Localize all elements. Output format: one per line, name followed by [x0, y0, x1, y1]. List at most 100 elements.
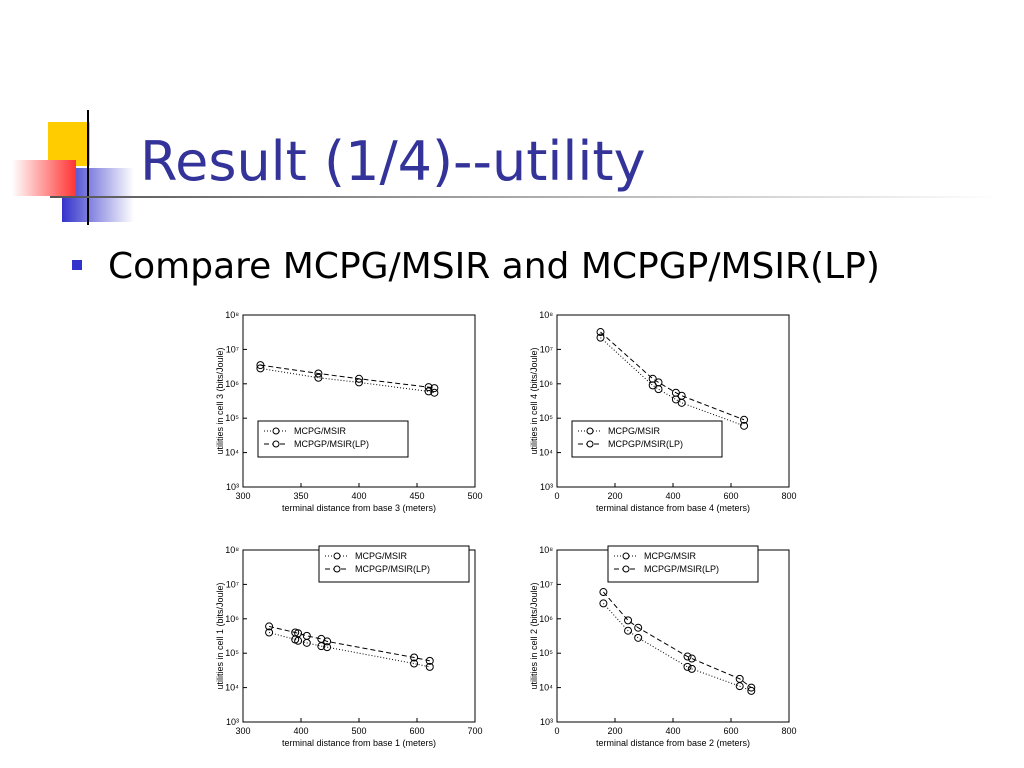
- y-tick-label: 10⁶: [539, 379, 553, 389]
- y-tick-label: 10⁵: [225, 413, 239, 423]
- point: [410, 653, 419, 662]
- y-tick-label: 10⁶: [539, 614, 553, 624]
- x-tick-label: 300: [235, 491, 250, 501]
- point: [654, 385, 663, 394]
- point: [599, 599, 608, 608]
- x-tick-label: 350: [293, 491, 308, 501]
- legend: MCPG/MSIR MCPGP/MSIR(LP): [257, 420, 409, 458]
- y-tick-label: 10⁴: [225, 448, 239, 458]
- legend-label: MCPGP/MSIR(LP): [355, 564, 430, 574]
- point: [323, 643, 332, 652]
- point: [677, 391, 686, 400]
- y-tick-label: 10⁴: [225, 683, 239, 693]
- y-tick-label: 10⁷: [540, 344, 553, 354]
- point: [265, 628, 274, 637]
- point: [677, 398, 686, 407]
- y-axis-label: utilities in cell 4 (bits/Joule): [529, 347, 539, 454]
- x-tick-label: 700: [467, 726, 482, 736]
- chart: 0 200 400 600 800 10³ 10⁴ 10⁵ 10⁶ 10⁷ 10⁸ terminal …: [529, 545, 797, 748]
- point: [634, 633, 643, 642]
- y-tick-label: 10⁷: [226, 579, 239, 589]
- y-tick-label: 10⁷: [540, 579, 553, 589]
- legend-label: MCPG/MSIR: [355, 551, 408, 561]
- y-tick-label: 10⁸: [225, 310, 239, 320]
- x-axis-label: terminal distance from base 4 (meters): [596, 503, 750, 513]
- x-tick-label: 0: [554, 726, 559, 736]
- series-line: [260, 364, 435, 389]
- y-tick-label: 10⁴: [539, 448, 553, 458]
- point: [683, 652, 692, 661]
- point: [355, 374, 363, 383]
- legend-label: MCPGP/MSIR(LP): [608, 439, 683, 449]
- x-axis-label: terminal distance from base 3 (meters): [282, 503, 436, 513]
- legend-marker: [272, 440, 280, 448]
- legend-marker: [622, 565, 630, 573]
- x-tick-label: 600: [723, 491, 738, 501]
- y-axis-label: utilities in cell 3 (bits/Joule): [215, 347, 225, 454]
- point: [747, 683, 756, 692]
- y-axis-label: utilities in cell 2 (bits/Joule): [529, 582, 539, 689]
- x-tick-label: 200: [607, 491, 622, 501]
- y-tick-label: 10⁶: [225, 379, 239, 389]
- deco-hline: [50, 196, 1000, 198]
- point: [430, 388, 439, 397]
- legend-label: MCPGP/MSIR(LP): [294, 439, 369, 449]
- legend-box: [257, 420, 409, 458]
- x-axis-label: terminal distance from base 1 (meters): [282, 738, 436, 748]
- series-line: [260, 367, 435, 394]
- point: [683, 662, 692, 671]
- y-tick-label: 10⁸: [539, 310, 553, 320]
- y-tick-label: 10⁷: [226, 344, 239, 354]
- legend: MCPG/MSIR MCPGP/MSIR(LP): [607, 545, 759, 583]
- y-tick-label: 10⁵: [539, 413, 553, 423]
- bullet-text: Compare MCPG/MSIR and MCPGP/MSIR(LP): [108, 246, 880, 287]
- y-tick-label: 10⁶: [225, 614, 239, 624]
- y-tick-label: 10⁸: [225, 545, 239, 555]
- deco-yellow: [48, 122, 90, 166]
- legend-label: MCPG/MSIR: [644, 551, 697, 561]
- legend-label: MCPG/MSIR: [294, 426, 347, 436]
- x-tick-label: 0: [554, 491, 559, 501]
- point: [740, 415, 749, 424]
- x-tick-label: 500: [467, 491, 482, 501]
- point: [265, 622, 274, 631]
- point: [596, 328, 605, 337]
- series-line: [268, 625, 430, 662]
- point: [624, 626, 633, 635]
- legend: MCPG/MSIR MCPGP/MSIR(LP): [318, 545, 470, 583]
- point: [596, 333, 605, 342]
- legend-label: MCPG/MSIR: [608, 426, 661, 436]
- y-tick-label: 10³: [226, 717, 239, 727]
- legend-marker: [333, 565, 341, 573]
- point: [294, 629, 303, 638]
- legend-marker: [272, 427, 280, 435]
- plot-frame: [242, 314, 476, 488]
- legend-marker: [586, 427, 594, 435]
- series-line: [600, 337, 745, 427]
- point: [430, 384, 439, 393]
- slide-title: Result (1/4)--utility: [140, 130, 646, 193]
- y-tick-label: 10⁵: [225, 648, 239, 658]
- x-tick-label: 500: [351, 726, 366, 736]
- legend-box: [571, 420, 723, 458]
- x-tick-label: 400: [293, 726, 308, 736]
- point: [654, 378, 663, 387]
- point: [294, 636, 303, 645]
- x-axis-label: terminal distance from base 2 (meters): [596, 738, 750, 748]
- y-tick-label: 10³: [540, 717, 553, 727]
- deco-red: [12, 160, 76, 196]
- x-tick-label: 300: [235, 726, 250, 736]
- y-tick-label: 10⁴: [539, 683, 553, 693]
- bullet-marker: [72, 260, 82, 270]
- x-tick-label: 800: [781, 726, 796, 736]
- chart: 300 350 400 450 500 10³ 10⁴ 10⁵ 10⁶ 10⁷ 10⁸ termina…: [215, 310, 483, 513]
- series-line: [603, 591, 752, 688]
- x-tick-label: 600: [723, 726, 738, 736]
- y-tick-label: 10⁸: [539, 545, 553, 555]
- legend-box: [607, 545, 759, 583]
- legend-marker: [333, 552, 341, 560]
- point: [634, 623, 643, 632]
- point: [323, 637, 332, 646]
